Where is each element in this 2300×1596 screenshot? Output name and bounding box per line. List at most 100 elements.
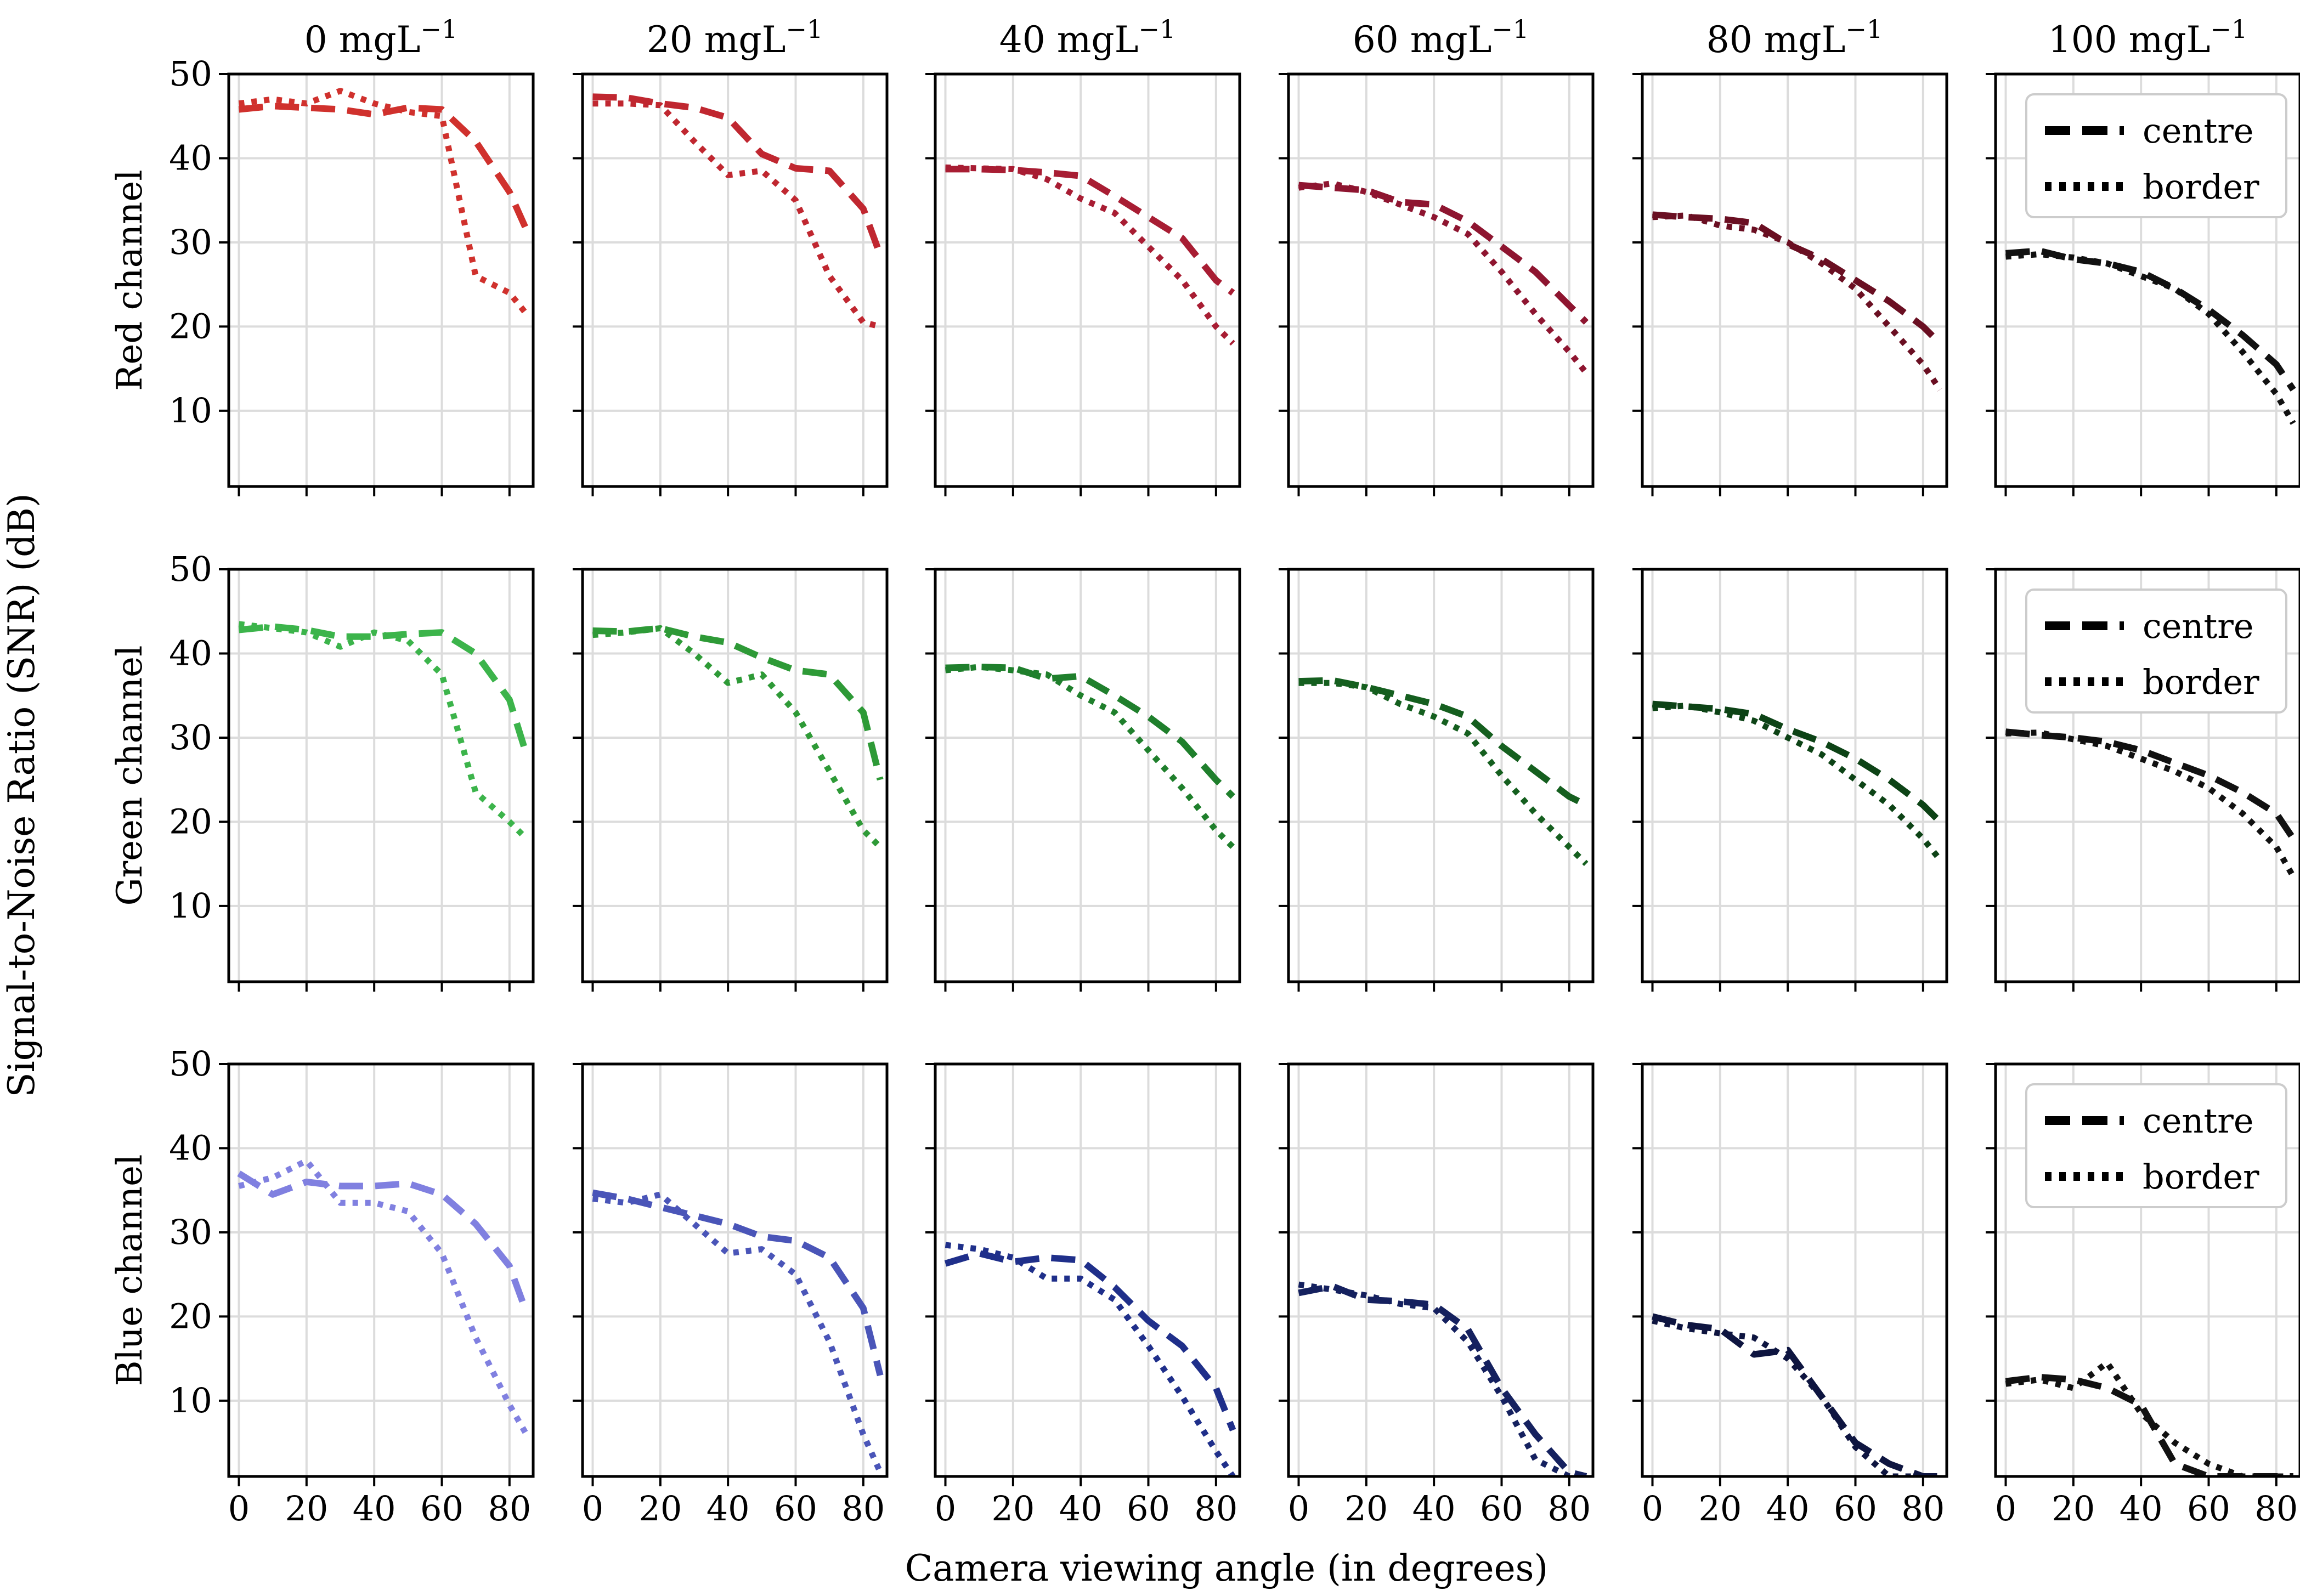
y-tick-label: 20	[169, 801, 212, 841]
y-tick-label: 50	[169, 549, 212, 589]
series-line-border	[592, 100, 881, 330]
column-title: 20 mgL−1	[647, 14, 823, 61]
series-line-border	[1652, 703, 1942, 862]
y-tick-label: 50	[169, 54, 212, 94]
column-title: 80 mgL−1	[1706, 14, 1883, 61]
y-tick-label: 30	[169, 717, 212, 757]
series-line-centre	[2005, 1373, 2293, 1476]
y-tick-label: 30	[169, 222, 212, 262]
panel: 0 20 40 60 80	[573, 1062, 889, 1529]
series-line-centre	[592, 1189, 884, 1377]
legend: centre border	[2025, 588, 2287, 714]
x-axis-label: Camera viewing angle (in degrees)	[905, 1547, 1549, 1589]
x-tick-label: 40	[1412, 1489, 1456, 1529]
panel-background	[583, 74, 887, 486]
column-title-superscript: −1	[2210, 14, 2247, 44]
panel-frame	[1641, 568, 1948, 983]
panel-frame	[581, 568, 889, 983]
column-title: 0 mgL−1	[304, 14, 457, 61]
x-tick-label: 80	[1901, 1489, 1945, 1529]
panel-frame	[1994, 72, 2300, 488]
column-title: 40 mgL−1	[999, 14, 1176, 61]
panel: 0 20 40 60 80	[1279, 1062, 1595, 1529]
x-tick-label: 60	[2187, 1489, 2230, 1529]
panel-background	[1642, 74, 1947, 486]
panel-background	[1642, 1064, 1947, 1476]
y-tick-label: 30	[169, 1212, 212, 1252]
column-title-superscript: −1	[1845, 14, 1883, 44]
y-tick-label: 40	[169, 138, 212, 178]
column-title-superscript: −1	[1491, 14, 1529, 44]
panel: 0 20 40 60 80	[1632, 1062, 1948, 1529]
series-line-centre	[592, 93, 884, 257]
series-line-border	[1298, 1281, 1586, 1476]
y-tick-label: 40	[169, 1128, 212, 1168]
column-title-text: 100 mgL	[2048, 19, 2211, 61]
x-tick-label: 60	[420, 1489, 464, 1529]
column-title-superscript: −1	[1138, 14, 1176, 44]
x-tick-label: 0	[1995, 1489, 2016, 1529]
y-tick-label: 20	[169, 306, 212, 346]
x-tick-label: 0	[228, 1489, 250, 1529]
panel-frame	[1287, 72, 1595, 488]
series-line-border	[592, 625, 883, 850]
x-tick-label: 20	[638, 1489, 682, 1529]
legend: centre border	[2025, 93, 2287, 218]
x-tick-label: 20	[2052, 1489, 2095, 1529]
x-tick-label: 0	[582, 1489, 603, 1529]
panel-frame	[1994, 1062, 2300, 1478]
series-line-border	[1298, 180, 1589, 375]
panel-grid: 0 mgL−1 20 mgL−1 40 mgL−1 60 mgL−1 80 mgL−1 1…	[110, 14, 2300, 1529]
x-tick-label: 0	[1288, 1489, 1309, 1529]
panel-background	[229, 1064, 533, 1476]
panel: 10 20 30 40 50	[169, 549, 535, 992]
series-line-border	[238, 621, 529, 841]
column-title: 60 mgL−1	[1353, 14, 1529, 61]
x-tick-label: 40	[1059, 1489, 1103, 1529]
legend: centre border	[2025, 1083, 2287, 1208]
series-line-border	[2005, 251, 2296, 425]
panel: 0 20 40 60 80 10 20 30 40 50	[169, 1044, 535, 1529]
row-label: Green channel	[110, 645, 150, 905]
panel-frame	[1994, 568, 2300, 983]
x-tick-label: 20	[1698, 1489, 1742, 1529]
x-tick-label: 20	[991, 1489, 1035, 1529]
panel	[573, 568, 889, 992]
panel	[1632, 568, 1948, 992]
x-tick-label: 40	[1766, 1489, 1810, 1529]
panel: 0 20 40 60 80	[925, 1062, 1241, 1529]
panel-background	[1642, 569, 1947, 982]
x-tick-label: 80	[488, 1489, 531, 1529]
legend-label-centre: centre	[2143, 606, 2254, 646]
series-line-border	[238, 88, 529, 316]
x-tick-label: 20	[285, 1489, 328, 1529]
panel	[573, 72, 889, 496]
y-tick-label: 10	[169, 390, 212, 431]
series-line-border	[2005, 1360, 2293, 1476]
panel-frame	[227, 568, 535, 983]
panel-frame	[227, 1062, 535, 1478]
series-line-border	[1652, 1317, 1940, 1476]
x-tick-label: 0	[1642, 1489, 1663, 1529]
series-line-border	[945, 664, 1235, 850]
x-tick-label: 40	[353, 1489, 396, 1529]
panel	[1632, 72, 1948, 496]
panel: centre border	[1986, 72, 2300, 496]
panel-background	[583, 569, 887, 982]
x-tick-label: 60	[1480, 1489, 1523, 1529]
x-tick-label: 80	[841, 1489, 885, 1529]
x-tick-label: 40	[707, 1489, 750, 1529]
row-label: Blue channel	[110, 1154, 150, 1386]
panel-frame	[1641, 72, 1948, 488]
column-title-superscript: −1	[420, 14, 457, 44]
y-tick-label: 40	[169, 633, 212, 673]
panel-background	[935, 1064, 1240, 1476]
x-tick-label: 40	[2120, 1489, 2163, 1529]
panel-frame	[934, 72, 1241, 488]
series-line-centre	[238, 103, 530, 231]
x-tick-label: 80	[1547, 1489, 1591, 1529]
panel-frame	[934, 1062, 1241, 1478]
panel: centre border	[1986, 568, 2300, 992]
legend-label-border: border	[2143, 167, 2259, 207]
